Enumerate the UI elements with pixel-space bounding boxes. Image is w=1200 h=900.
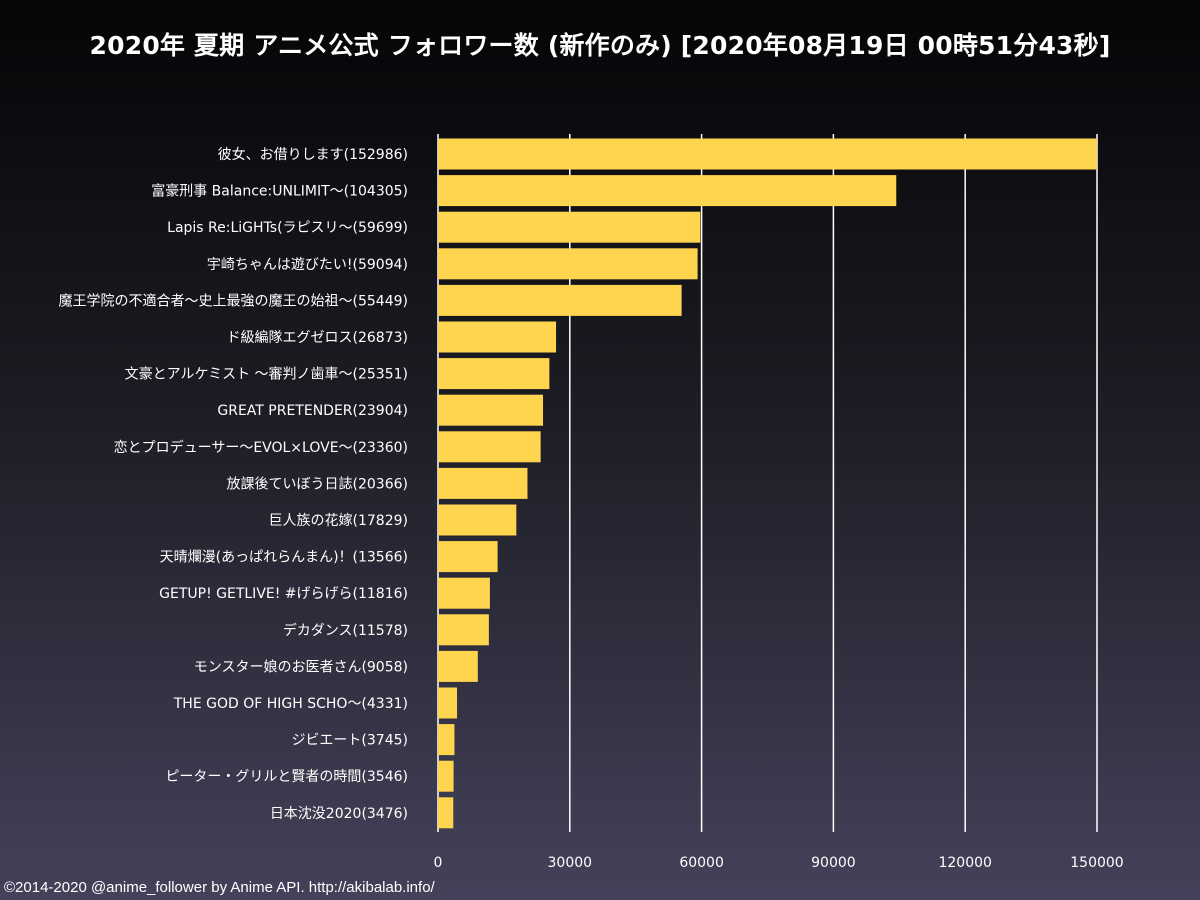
- bar: [438, 650, 478, 682]
- bar: [438, 467, 528, 499]
- bar: [438, 175, 897, 207]
- category-label: GETUP! GETLIVE! #げらげら(11816): [159, 586, 408, 602]
- category-label: 宇崎ちゃんは遊びたい!(59094): [207, 257, 408, 273]
- category-label: ド級編隊エグゼロス(26873): [227, 330, 408, 346]
- category-label: 恋とプロデューサー～EVOL×LOVE～(23360): [114, 439, 408, 456]
- x-tick-label: 150000: [1070, 855, 1123, 871]
- category-label: 魔王学院の不適合者～史上最強の魔王の始祖～(55449): [59, 292, 408, 309]
- category-label: 文豪とアルケミスト ～審判ノ歯車～(25351): [125, 366, 408, 383]
- bar: [438, 687, 458, 719]
- category-label: 富豪刑事 Balance:UNLIMIT～(104305): [151, 183, 408, 200]
- bar: [438, 614, 489, 646]
- bar: [438, 724, 455, 756]
- bar: [438, 284, 682, 316]
- bar: [438, 541, 498, 573]
- category-label: THE GOD OF HIGH SCHO～(4331): [173, 696, 408, 712]
- category-label: Lapis Re:LiGHTs(ラピスリ～(59699): [167, 220, 408, 236]
- category-labels: 彼女、お借りします(152986) 富豪刑事 Balance:UNLIMIT～(1…: [59, 146, 408, 822]
- footer-credit: ©2014-2020 @anime_follower by Anime API.…: [4, 879, 435, 896]
- bar: [438, 248, 698, 280]
- category-label: 天晴爛漫(あっぱれらんまん)！(13566): [160, 550, 408, 566]
- bar: [438, 138, 1097, 170]
- category-label: デカダンス(11578): [283, 622, 408, 639]
- category-label: 彼女、お借りします(152986): [218, 146, 408, 163]
- x-tick-label: 90000: [811, 855, 856, 871]
- bar: [438, 577, 490, 609]
- bar: [438, 431, 541, 463]
- x-tick-label: 60000: [679, 855, 724, 871]
- x-tick-label: 0: [434, 855, 443, 871]
- bars: [438, 138, 1097, 829]
- category-label: モンスター娘のお医者さん(9058): [194, 659, 408, 675]
- bar: [438, 394, 544, 426]
- bar: [438, 211, 701, 243]
- category-label: GREAT PRETENDER(23904): [217, 403, 408, 419]
- bar: [438, 760, 454, 792]
- category-label: 日本沈没2020(3476): [270, 806, 408, 822]
- category-label: 巨人族の花嫁(17829): [269, 513, 408, 529]
- x-tick-label: 120000: [938, 855, 991, 871]
- bar: [438, 321, 557, 353]
- category-label: ピーター・グリルと賢者の時間(3546): [165, 769, 408, 785]
- chart-title: 2020年 夏期 アニメ公式 フォロワー数 (新作のみ) [2020年08月19…: [89, 31, 1111, 60]
- bar: [438, 797, 454, 829]
- x-axis-tick-labels: 0 30000 60000 90000 120000 150000: [434, 855, 1124, 871]
- bar: [438, 504, 517, 536]
- category-label: 放課後ていぼう日誌(20366): [227, 476, 408, 492]
- category-label: ジビエート(3745): [291, 733, 408, 749]
- bar: [438, 358, 550, 390]
- x-tick-label: 30000: [548, 855, 593, 871]
